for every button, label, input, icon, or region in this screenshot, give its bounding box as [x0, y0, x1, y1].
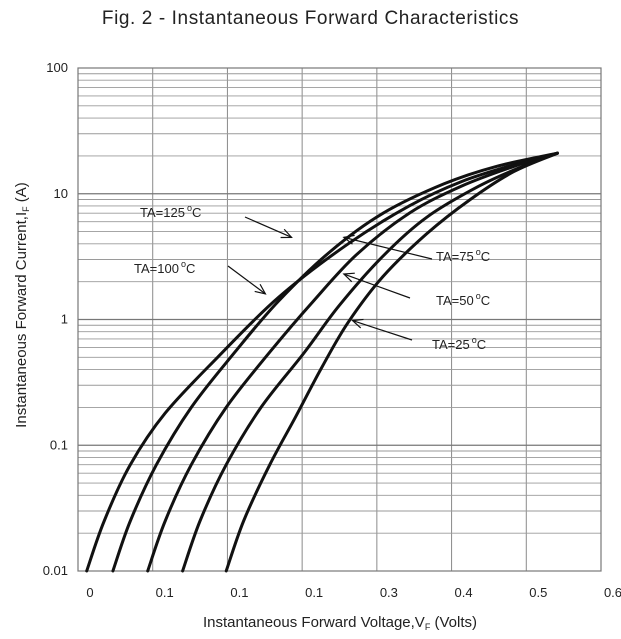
x-axis-label-tail: (Volts)	[430, 614, 477, 631]
y-axis-label: Instantaneous Forward Current,IF (A)	[13, 182, 31, 428]
annotation-arrow	[343, 236, 433, 260]
y-axis-label-tail: (A)	[13, 182, 30, 206]
annotation-label: TA=125 oC	[140, 203, 201, 220]
y-axis-label-sub: F	[21, 206, 31, 212]
annotation-arrowhead	[342, 272, 355, 283]
grid	[78, 68, 601, 571]
series-line-2	[146, 151, 559, 573]
annotation-arrowhead	[351, 318, 364, 329]
x-tick-labels: 0 0.1 0.1 0.1 0.3 0.4 0.5 0.6	[86, 585, 621, 600]
y-tick-label: 10	[54, 186, 68, 201]
x-tick-label: 0.1	[156, 585, 174, 600]
y-tick-labels: 0.01 0.1 1 10 100	[43, 60, 68, 578]
plot-frame	[77, 67, 602, 572]
series-line-0	[85, 151, 559, 573]
y-tick-label: 0.1	[50, 437, 68, 452]
annotation-arrowhead	[342, 234, 355, 245]
annotation-arrow	[227, 265, 266, 295]
annotation-arrow	[352, 320, 413, 341]
x-axis-label: Instantaneous Forward Voltage,VF (Volts)	[203, 614, 477, 632]
annotation-label: TA=75 oC	[436, 247, 490, 264]
annotation-arrowhead	[280, 228, 293, 239]
x-tick-label: 0.1	[305, 585, 323, 600]
annotation-label: TA=25 oC	[432, 335, 486, 352]
series-line-3	[181, 151, 559, 573]
x-axis-label-sub: F	[425, 622, 431, 632]
y-axis-label-main: Instantaneous Forward Current,I	[13, 212, 30, 428]
annotation-label: TA=100 oC	[134, 259, 195, 276]
y-tick-label: 1	[61, 312, 68, 327]
x-tick-label: 0.3	[380, 585, 398, 600]
x-tick-label: 0.4	[455, 585, 473, 600]
series-line-4	[224, 151, 559, 573]
x-tick-label: 0.5	[529, 585, 547, 600]
annotations: TA=125 oC TA=100 oC TA=75 oC TA=50 oC TA=25 oC	[134, 203, 490, 352]
annotation-arrowhead	[254, 283, 267, 295]
series-line-1	[111, 151, 559, 573]
chart-title: Fig. 2 - Instantaneous Forward Character…	[101, 8, 520, 29]
x-axis-label-main: Instantaneous Forward Voltage,V	[203, 614, 425, 631]
annotation-arrow	[343, 273, 411, 299]
annotation-label: TA=50 oC	[436, 291, 490, 308]
y-tick-label: 0.01	[43, 563, 68, 578]
annotation-arrow	[244, 216, 292, 238]
x-tick-label: 0.1	[230, 585, 248, 600]
x-tick-label: 0.6	[604, 585, 621, 600]
x-tick-label: 0	[86, 585, 93, 600]
curves	[85, 151, 559, 573]
y-tick-label: 100	[46, 60, 68, 75]
